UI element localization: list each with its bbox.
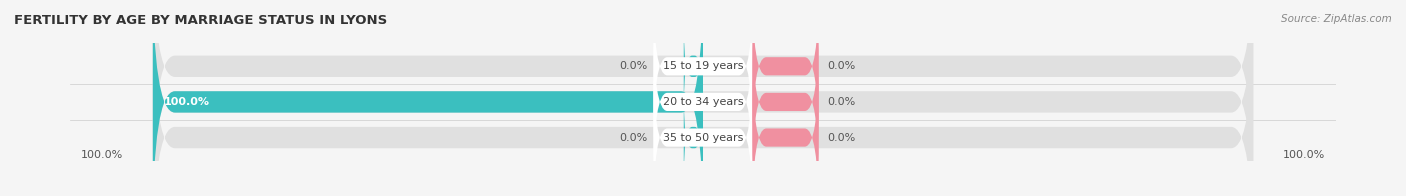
- Text: 15 to 19 years: 15 to 19 years: [662, 61, 744, 71]
- FancyBboxPatch shape: [683, 95, 703, 180]
- FancyBboxPatch shape: [654, 58, 752, 196]
- FancyBboxPatch shape: [153, 0, 1253, 196]
- Text: 0.0%: 0.0%: [620, 61, 648, 71]
- Text: 0.0%: 0.0%: [620, 132, 648, 142]
- Text: 100.0%: 100.0%: [82, 150, 124, 160]
- FancyBboxPatch shape: [752, 58, 818, 196]
- FancyBboxPatch shape: [153, 6, 1253, 196]
- FancyBboxPatch shape: [683, 24, 703, 109]
- FancyBboxPatch shape: [654, 22, 752, 182]
- FancyBboxPatch shape: [153, 0, 703, 196]
- FancyBboxPatch shape: [654, 0, 752, 146]
- Text: Source: ZipAtlas.com: Source: ZipAtlas.com: [1281, 14, 1392, 24]
- FancyBboxPatch shape: [153, 0, 1253, 196]
- Text: 0.0%: 0.0%: [827, 132, 855, 142]
- Text: 100.0%: 100.0%: [1282, 150, 1324, 160]
- FancyBboxPatch shape: [752, 22, 818, 182]
- Text: 20 to 34 years: 20 to 34 years: [662, 97, 744, 107]
- Text: 100.0%: 100.0%: [165, 97, 209, 107]
- FancyBboxPatch shape: [752, 0, 818, 146]
- Text: 0.0%: 0.0%: [827, 97, 855, 107]
- Text: FERTILITY BY AGE BY MARRIAGE STATUS IN LYONS: FERTILITY BY AGE BY MARRIAGE STATUS IN L…: [14, 14, 387, 27]
- Text: 0.0%: 0.0%: [827, 61, 855, 71]
- Text: 35 to 50 years: 35 to 50 years: [662, 132, 744, 142]
